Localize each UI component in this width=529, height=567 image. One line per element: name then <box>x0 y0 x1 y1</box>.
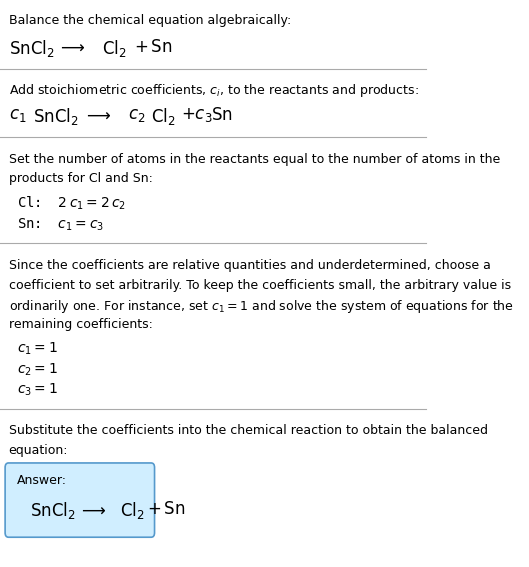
Text: $c_1 = 1$: $c_1 = 1$ <box>17 341 58 357</box>
Text: $\mathregular{Sn}$: $\mathregular{Sn}$ <box>211 106 232 124</box>
Text: $+c_3$: $+c_3$ <box>181 106 213 124</box>
Text: remaining coefficients:: remaining coefficients: <box>8 318 152 331</box>
Text: coefficient to set arbitrarily. To keep the coefficients small, the arbitrary va: coefficient to set arbitrarily. To keep … <box>8 278 510 291</box>
Text: $\longrightarrow$: $\longrightarrow$ <box>83 106 111 124</box>
Text: $c_2$: $c_2$ <box>127 106 145 124</box>
Text: $\longrightarrow$: $\longrightarrow$ <box>58 38 86 56</box>
Text: Substitute the coefficients into the chemical reaction to obtain the balanced: Substitute the coefficients into the che… <box>8 424 488 437</box>
Text: $c_1$: $c_1$ <box>8 106 26 124</box>
Text: $\mathregular{SnCl_2}$: $\mathregular{SnCl_2}$ <box>8 38 54 59</box>
FancyBboxPatch shape <box>5 463 154 538</box>
Text: Cl: $\;\;2\,c_1 = 2\,c_2$: Cl: $\;\;2\,c_1 = 2\,c_2$ <box>17 195 126 213</box>
Text: ordinarily one. For instance, set $c_1 = 1$ and solve the system of equations fo: ordinarily one. For instance, set $c_1 =… <box>8 298 514 315</box>
Text: Set the number of atoms in the reactants equal to the number of atoms in the: Set the number of atoms in the reactants… <box>8 153 500 166</box>
Text: $+\,\mathregular{Sn}$: $+\,\mathregular{Sn}$ <box>134 38 172 56</box>
Text: $+\,\mathregular{Sn}$: $+\,\mathregular{Sn}$ <box>147 501 185 518</box>
Text: Add stoichiometric coefficients, $c_i$, to the reactants and products:: Add stoichiometric coefficients, $c_i$, … <box>8 82 418 99</box>
Text: $\mathregular{SnCl_2}$: $\mathregular{SnCl_2}$ <box>33 106 79 127</box>
Text: products for Cl and Sn:: products for Cl and Sn: <box>8 172 152 185</box>
Text: $c_3 = 1$: $c_3 = 1$ <box>17 382 58 398</box>
Text: $\mathregular{Cl_2}$: $\mathregular{Cl_2}$ <box>120 501 145 522</box>
Text: $\mathregular{Cl_2}$: $\mathregular{Cl_2}$ <box>102 38 127 59</box>
Text: $\longrightarrow$: $\longrightarrow$ <box>78 501 106 518</box>
Text: $\mathregular{Cl_2}$: $\mathregular{Cl_2}$ <box>151 106 176 127</box>
Text: Sn: $\;\;c_1 = c_3$: Sn: $\;\;c_1 = c_3$ <box>17 217 104 233</box>
Text: equation:: equation: <box>8 444 68 457</box>
Text: Balance the chemical equation algebraically:: Balance the chemical equation algebraica… <box>8 14 291 27</box>
Text: $c_2 = 1$: $c_2 = 1$ <box>17 361 58 378</box>
Text: Answer:: Answer: <box>17 474 67 487</box>
Text: Since the coefficients are relative quantities and underdetermined, choose a: Since the coefficients are relative quan… <box>8 259 490 272</box>
Text: $\mathregular{SnCl_2}$: $\mathregular{SnCl_2}$ <box>30 501 76 522</box>
